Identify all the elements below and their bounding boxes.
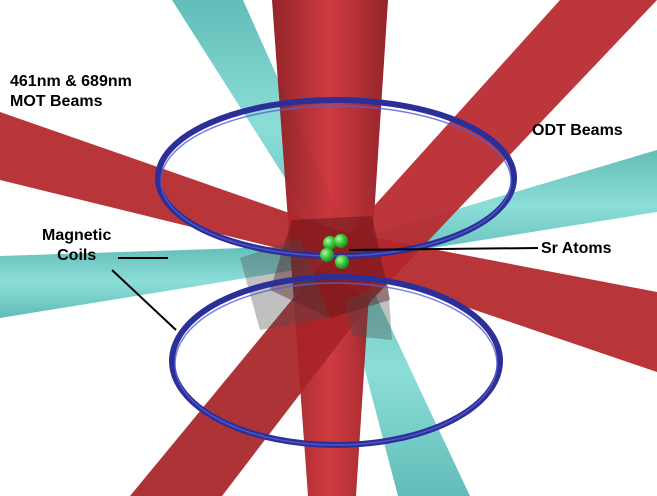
beam-overlap-core [270, 216, 390, 318]
sr-atoms-label: Sr Atoms [541, 240, 612, 257]
odt-beams-label: ODT Beams [532, 122, 623, 139]
coil-upper-inner [160, 105, 512, 257]
sr-atom [335, 255, 349, 269]
mot-beam-lower-left [130, 268, 372, 496]
mot-beam-lower-right [334, 232, 657, 372]
sr-atom [334, 234, 348, 248]
odt-beam-left [0, 245, 345, 318]
magnetic-coils-label-line1: Magnetic [42, 227, 112, 244]
sr-atoms [320, 234, 349, 269]
mot-beams-label-line2: MOT Beams [10, 93, 103, 110]
mot-beams-label-line1: 461nm & 689nm [10, 73, 132, 90]
coil-lower-inner [174, 282, 498, 446]
sr-atom [320, 248, 334, 262]
leader-lines [111, 247, 539, 331]
mot-beam-upper-right [318, 0, 657, 300]
coils-leader-lower [111, 269, 177, 331]
mot-beams-label: 461nm & 689nm MOT Beams [10, 72, 132, 112]
mot-beam-upper-left [0, 112, 344, 262]
magnetic-coils [155, 97, 517, 448]
atoms-leader [348, 247, 539, 251]
magnetic-coils-label-line2: Coils [57, 247, 97, 264]
magnetic-coils-label: Magnetic Coils [42, 226, 111, 266]
beam-overlap-shadow-2 [345, 284, 392, 340]
sr-atom [323, 236, 337, 250]
